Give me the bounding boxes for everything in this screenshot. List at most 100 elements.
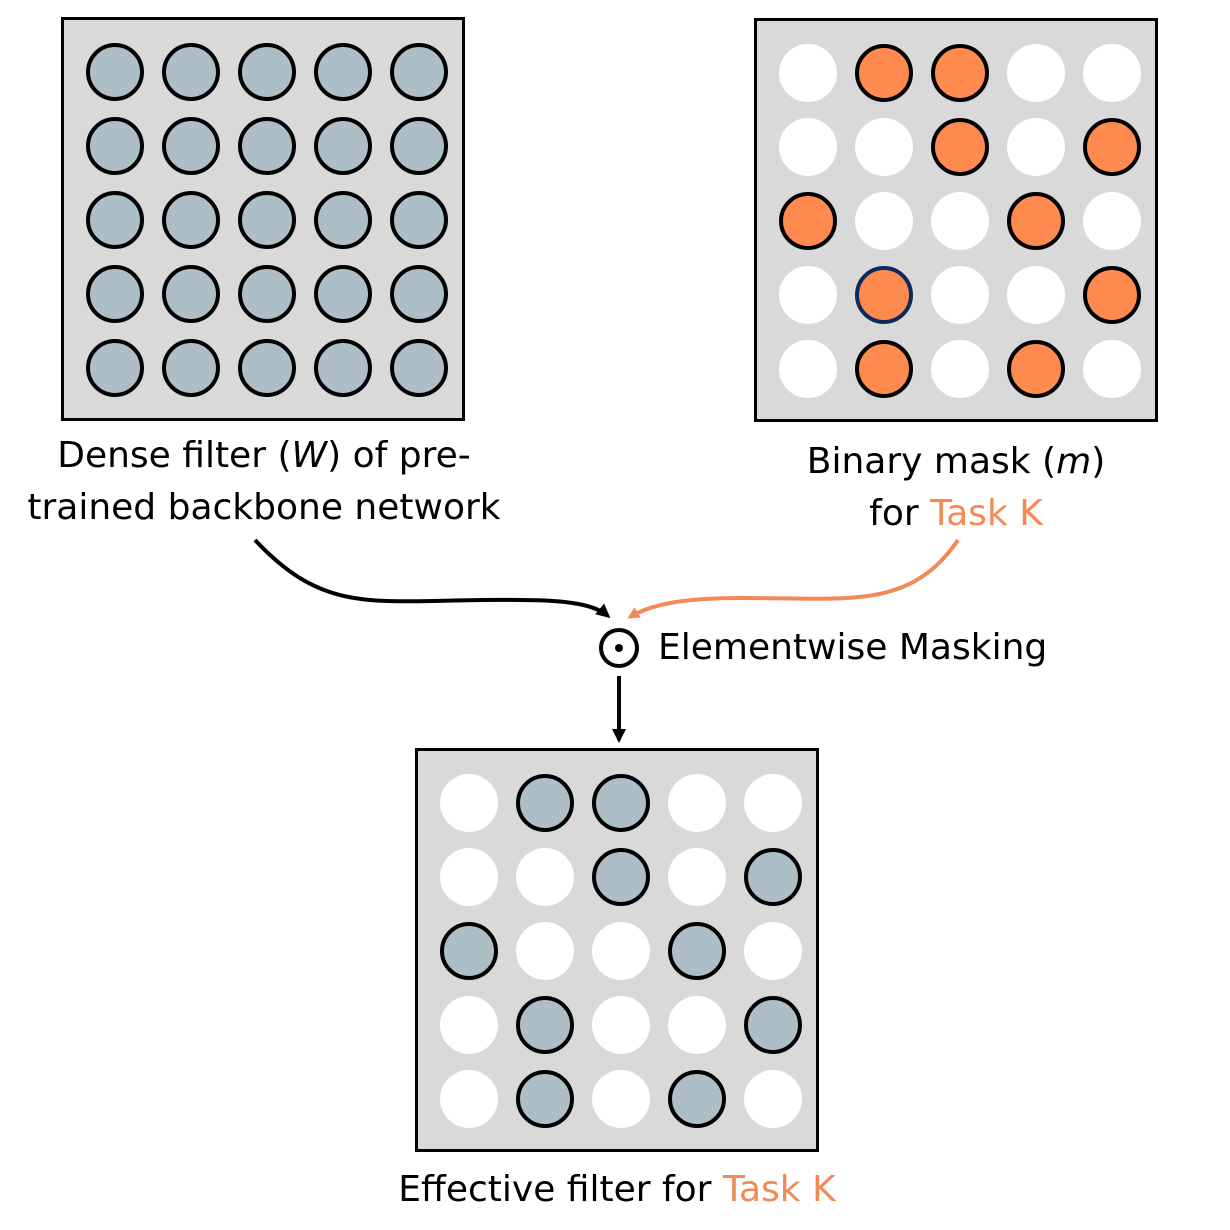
- mask-inactive-dot: [855, 192, 913, 250]
- effective-cell: [431, 840, 507, 914]
- effective-cell: [735, 766, 811, 840]
- weight-cell: [229, 257, 305, 331]
- weight-active-dot: [162, 117, 220, 175]
- weight-cell: [305, 183, 381, 257]
- mask-active-dot: [1083, 266, 1141, 324]
- effective-inactive-dot: [592, 996, 650, 1054]
- weight-cell: [381, 183, 457, 257]
- mask-inactive-dot: [779, 118, 837, 176]
- mask-active-dot: [1007, 340, 1065, 398]
- effective-cell: [583, 914, 659, 988]
- mask-symbol: m: [1056, 441, 1092, 482]
- effective-cell: [735, 988, 811, 1062]
- weight-active-dot: [390, 43, 448, 101]
- weight-cell: [77, 331, 153, 405]
- effective-inactive-dot: [440, 848, 498, 906]
- effective-cell: [583, 988, 659, 1062]
- mask-cell: [922, 258, 998, 332]
- effective-inactive-dot: [440, 774, 498, 832]
- effective-cell: [431, 766, 507, 840]
- effective-cell: [659, 988, 735, 1062]
- effective-inactive-dot: [440, 1070, 498, 1128]
- mask-active-dot: [855, 340, 913, 398]
- mask-active-dot: [855, 44, 913, 102]
- weight-cell: [153, 183, 229, 257]
- mask-cell: [922, 110, 998, 184]
- effective-filter-panel: [415, 748, 819, 1152]
- effective-cell: [735, 1062, 811, 1136]
- weight-cell: [229, 331, 305, 405]
- mask-inactive-dot: [1083, 192, 1141, 250]
- mask-cell: [998, 184, 1074, 258]
- mask-active-dot: [779, 192, 837, 250]
- mask-inactive-dot: [931, 340, 989, 398]
- effective-cell: [507, 766, 583, 840]
- weight-cell: [381, 35, 457, 109]
- weight-active-dot: [390, 191, 448, 249]
- effective-cell: [507, 1062, 583, 1136]
- dense-filter-caption-line1: Dense filter (W) of pre-: [0, 430, 528, 482]
- effective-cell: [659, 914, 735, 988]
- mask-cell: [998, 110, 1074, 184]
- weight-cell: [305, 109, 381, 183]
- weight-cell: [77, 257, 153, 331]
- mask-cell: [770, 332, 846, 406]
- weight-cell: [305, 257, 381, 331]
- elementwise-op-icon: [599, 628, 639, 668]
- effective-filter-caption: Effective filter for Task K: [300, 1164, 934, 1216]
- weight-active-dot: [162, 339, 220, 397]
- weight-active-dot: [238, 191, 296, 249]
- mask-inactive-dot: [779, 266, 837, 324]
- weight-active-dot: [86, 117, 144, 175]
- effective-cell: [431, 988, 507, 1062]
- mask-inactive-dot: [855, 118, 913, 176]
- binary-mask-grid: [770, 36, 1150, 416]
- effective-active-dot: [668, 922, 726, 980]
- mask-cell: [846, 110, 922, 184]
- weight-active-dot: [86, 43, 144, 101]
- mask-inactive-dot: [931, 266, 989, 324]
- effective-active-dot: [592, 774, 650, 832]
- binary-mask-caption-line2: for Task K: [754, 488, 1158, 540]
- effective-inactive-dot: [516, 848, 574, 906]
- effective-cell: [507, 988, 583, 1062]
- weight-cell: [153, 35, 229, 109]
- effective-cell: [583, 840, 659, 914]
- effective-active-dot: [744, 996, 802, 1054]
- weight-active-dot: [390, 339, 448, 397]
- effective-cell: [431, 914, 507, 988]
- effective-inactive-dot: [668, 996, 726, 1054]
- effective-cell: [659, 840, 735, 914]
- weight-active-dot: [390, 117, 448, 175]
- mask-inactive-dot: [779, 44, 837, 102]
- effective-cell: [507, 914, 583, 988]
- mask-cell: [846, 258, 922, 332]
- weight-active-dot: [390, 265, 448, 323]
- effective-caption-text: Effective filter for: [398, 1169, 723, 1210]
- effective-cell: [735, 840, 811, 914]
- mask-inactive-dot: [1083, 340, 1141, 398]
- effective-inactive-dot: [744, 774, 802, 832]
- weight-active-dot: [162, 265, 220, 323]
- dense-filter-panel: [61, 17, 465, 421]
- effective-task-k-label: Task K: [722, 1169, 836, 1210]
- effective-active-dot: [744, 848, 802, 906]
- mask-cell: [770, 110, 846, 184]
- binary-mask-caption-line1: Binary mask (m): [754, 436, 1158, 488]
- weight-cell: [229, 183, 305, 257]
- mask-cell: [998, 258, 1074, 332]
- mask-caption-for: for: [869, 493, 931, 534]
- mask-inactive-dot: [931, 192, 989, 250]
- mask-inactive-dot: [1083, 44, 1141, 102]
- weight-active-dot: [86, 191, 144, 249]
- weight-active-dot: [86, 265, 144, 323]
- effective-inactive-dot: [668, 848, 726, 906]
- weight-active-dot: [162, 43, 220, 101]
- mask-cell: [846, 332, 922, 406]
- weight-cell: [381, 109, 457, 183]
- mask-to-op-arrow: [627, 538, 960, 619]
- mask-cell: [922, 36, 998, 110]
- weight-active-dot: [314, 43, 372, 101]
- dense-filter-grid: [77, 35, 457, 415]
